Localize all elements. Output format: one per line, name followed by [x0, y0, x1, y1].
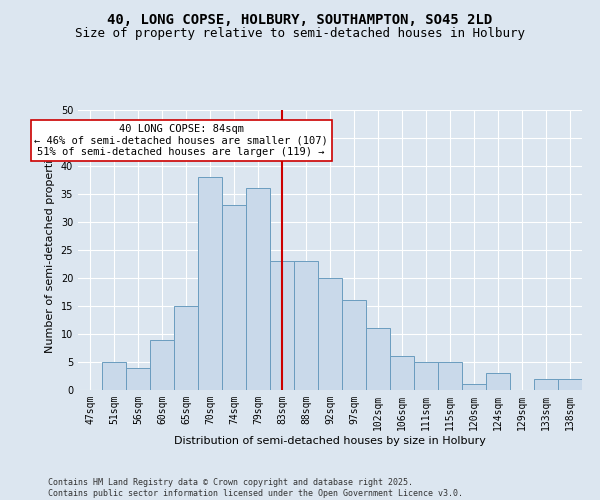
Bar [222, 205, 246, 390]
Bar [126, 368, 150, 390]
Bar [270, 261, 294, 390]
Bar [102, 362, 126, 390]
Bar [390, 356, 414, 390]
Bar [318, 278, 342, 390]
Bar [534, 379, 558, 390]
Bar [486, 373, 510, 390]
Text: Contains HM Land Registry data © Crown copyright and database right 2025.
Contai: Contains HM Land Registry data © Crown c… [48, 478, 463, 498]
Bar [462, 384, 486, 390]
Bar [174, 306, 198, 390]
Text: 40 LONG COPSE: 84sqm
← 46% of semi-detached houses are smaller (107)
51% of semi: 40 LONG COPSE: 84sqm ← 46% of semi-detac… [34, 124, 328, 157]
Text: Size of property relative to semi-detached houses in Holbury: Size of property relative to semi-detach… [75, 28, 525, 40]
Bar [246, 188, 270, 390]
Bar [294, 261, 318, 390]
Bar [558, 379, 582, 390]
Bar [150, 340, 174, 390]
Text: 40, LONG COPSE, HOLBURY, SOUTHAMPTON, SO45 2LD: 40, LONG COPSE, HOLBURY, SOUTHAMPTON, SO… [107, 12, 493, 26]
Bar [366, 328, 390, 390]
Bar [414, 362, 438, 390]
Y-axis label: Number of semi-detached properties: Number of semi-detached properties [45, 147, 55, 353]
Bar [342, 300, 366, 390]
X-axis label: Distribution of semi-detached houses by size in Holbury: Distribution of semi-detached houses by … [174, 436, 486, 446]
Bar [198, 177, 222, 390]
Bar [438, 362, 462, 390]
